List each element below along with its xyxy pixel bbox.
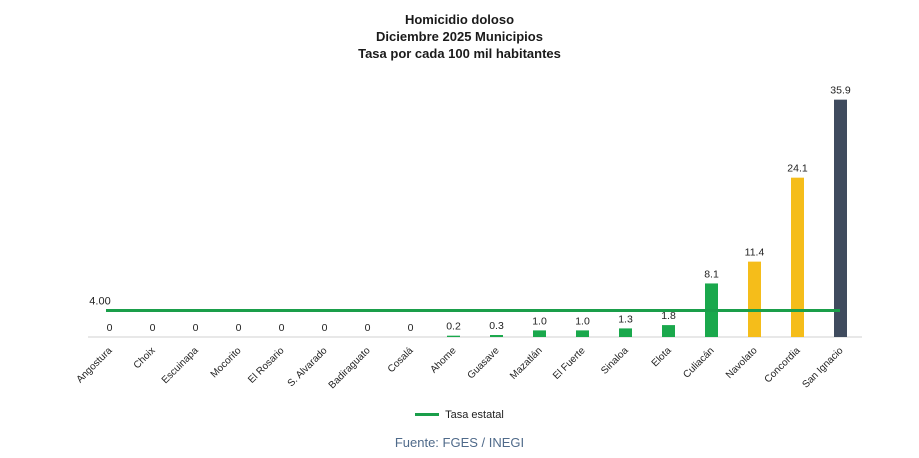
x-tick-label: Mocorito bbox=[209, 345, 244, 380]
bar-san-ignacio bbox=[834, 99, 847, 338]
data-label: 0.3 bbox=[489, 320, 504, 332]
chart-title-line-2: Diciembre 2025 Municipios bbox=[376, 29, 543, 44]
data-label: 1.0 bbox=[575, 315, 590, 327]
data-label: 0 bbox=[322, 322, 328, 334]
legend-line-swatch bbox=[415, 412, 440, 416]
x-tick-label: Cosalá bbox=[386, 345, 416, 375]
data-label: 8.1 bbox=[704, 268, 719, 280]
data-label: 0.2 bbox=[446, 321, 461, 333]
x-tick-label: Badiraguato bbox=[327, 345, 373, 391]
legend-label: Tasa estatal bbox=[445, 409, 504, 421]
x-tick-label: S. Alvarado bbox=[286, 345, 330, 389]
x-tick-label: Escuinapa bbox=[160, 345, 201, 386]
data-label: 0 bbox=[408, 322, 414, 334]
chart-title-line-3: Tasa por cada 100 mil habitantes bbox=[358, 46, 561, 61]
x-tick-label: Guasave bbox=[466, 345, 502, 381]
x-tick-label: Choix bbox=[132, 345, 158, 371]
x-tick-label: Navolato bbox=[724, 345, 760, 381]
bar-el-fuerte bbox=[576, 330, 589, 337]
x-tick-label: San Ignacio bbox=[800, 345, 845, 390]
bar-ahome bbox=[447, 335, 460, 337]
data-label: 0 bbox=[236, 322, 242, 334]
chart-title-line-1: Homicidio doloso bbox=[404, 12, 515, 27]
bar-concordia bbox=[791, 177, 804, 337]
data-label: 35.9 bbox=[830, 85, 851, 97]
data-label: 0 bbox=[150, 322, 156, 334]
chart-legend: Tasa estatal bbox=[0, 409, 919, 421]
data-label: 0 bbox=[107, 322, 113, 334]
x-tick-label: Culiacán bbox=[681, 345, 716, 380]
bar-mazatl-n bbox=[533, 330, 546, 337]
data-label: 0 bbox=[365, 322, 371, 334]
reference-line-label: 4.00 bbox=[89, 296, 110, 308]
data-label: 11.4 bbox=[745, 247, 765, 259]
bar-navolato bbox=[748, 261, 761, 337]
x-tick-label: Elota bbox=[650, 345, 674, 369]
x-tick-label: El Rosario bbox=[246, 345, 287, 386]
data-label: 1.0 bbox=[532, 315, 547, 327]
x-tick-label: Angostura bbox=[75, 345, 115, 385]
data-label: 24.1 bbox=[787, 163, 808, 175]
bar-sinaloa bbox=[619, 328, 632, 337]
x-tick-label: Mazatlán bbox=[508, 345, 544, 381]
x-tick-label: Ahome bbox=[428, 345, 458, 375]
x-tick-label: Sinaloa bbox=[599, 345, 631, 377]
x-tick-label: Concordia bbox=[763, 345, 803, 385]
bar-elota bbox=[662, 325, 675, 337]
data-label: 1.3 bbox=[618, 313, 633, 325]
data-label: 1.8 bbox=[661, 310, 676, 322]
data-label: 0 bbox=[279, 322, 285, 334]
data-label: 0 bbox=[193, 322, 199, 334]
x-tick-label: El Fuerte bbox=[551, 345, 588, 382]
source-note: Fuente: FGES / INEGI bbox=[394, 435, 525, 450]
bar-guasave bbox=[490, 335, 503, 337]
